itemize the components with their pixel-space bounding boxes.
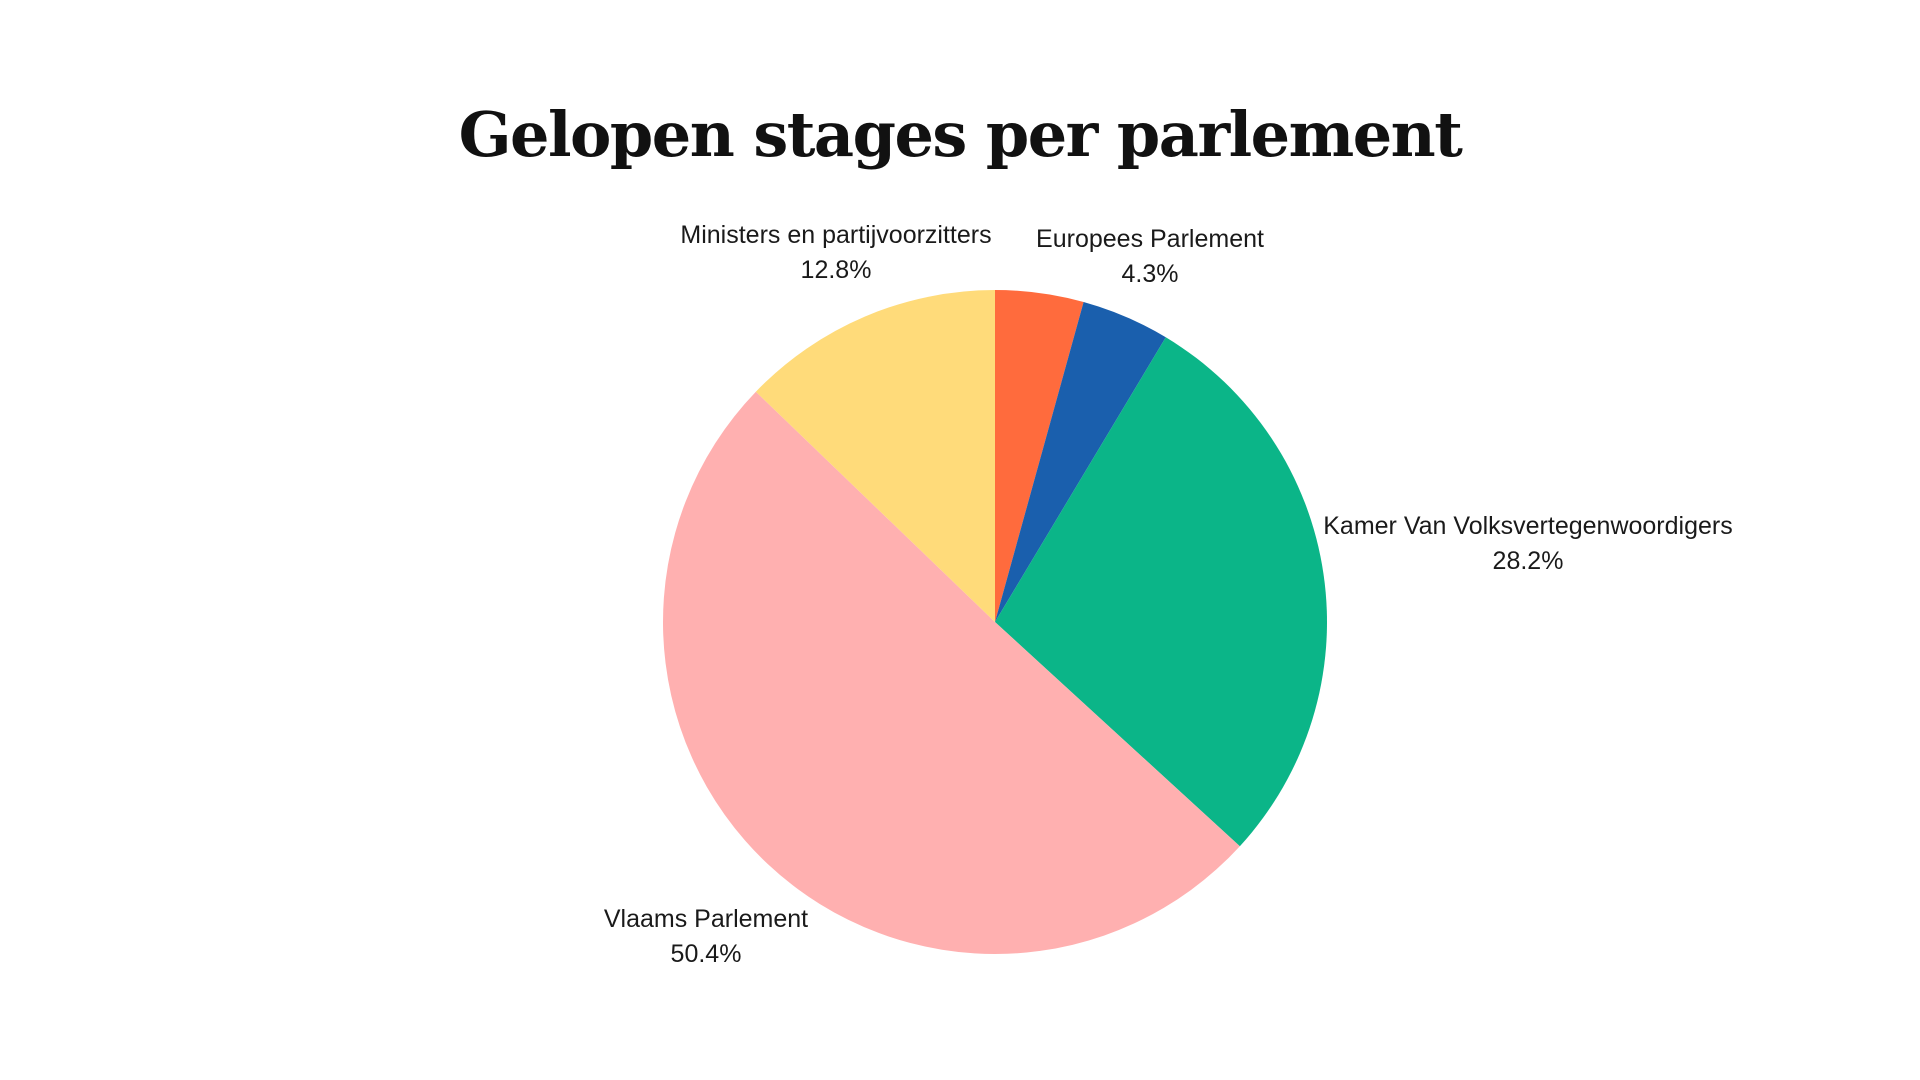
chart-title: Gelopen stages per parlement bbox=[458, 98, 1463, 171]
slice-label-value: 28.2% bbox=[1493, 547, 1564, 575]
pie-slices bbox=[662, 290, 1327, 955]
slice-label-name: Europees Parlement bbox=[1036, 225, 1264, 253]
slice-label-name: Vlaams Parlement bbox=[604, 905, 808, 933]
slice-label-value: 4.3% bbox=[1122, 260, 1179, 288]
slice-label-name: Ministers en partijvoorzitters bbox=[680, 221, 991, 249]
pie-slice-vlaams-parlement bbox=[662, 391, 1240, 955]
slice-label-name: Kamer Van Volksvertegenwoordigers bbox=[1323, 512, 1732, 540]
slice-labels: Europees Parlement 4.3% Kamer Van Volksver… bbox=[604, 221, 1733, 968]
slice-label-value: 12.8% bbox=[801, 256, 872, 284]
pie-slice-ministers-en-partijvoorzitters bbox=[755, 290, 995, 622]
slice-label-value: 50.4% bbox=[671, 940, 742, 968]
pie-slice-kamer-van-volksvertegenwoordigers bbox=[995, 337, 1327, 847]
pie-slice-europees-parlement bbox=[995, 290, 1084, 622]
pie-slice-unlabeled-1 bbox=[995, 302, 1166, 622]
